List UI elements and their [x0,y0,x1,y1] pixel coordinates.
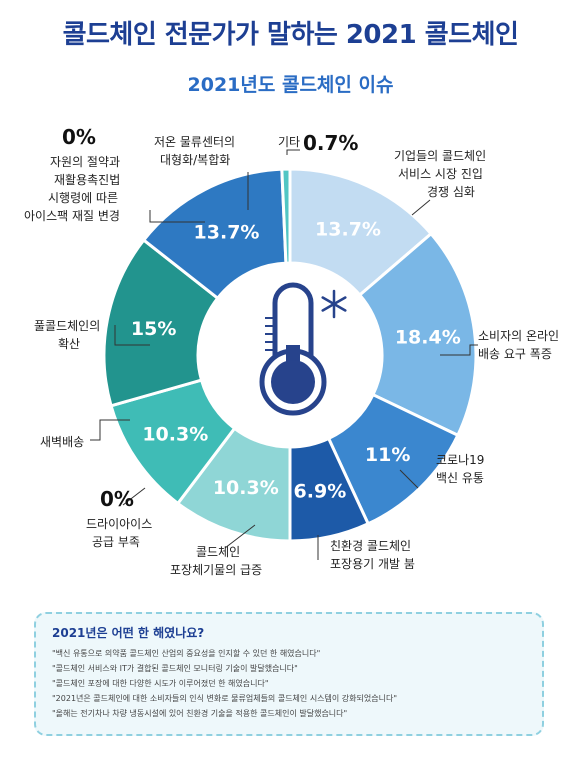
label-fullcold-1: 풀콜드체인의 [34,319,100,333]
label-etc: 기타 [278,135,300,149]
label-covid-1: 코로나19 [436,453,484,467]
donut-slice [357,231,478,438]
label-waste-2: 포장체기물의 급증 [170,563,262,577]
chart-title: 2021년도 콜드체인 이슈 [187,74,394,96]
label-etc-pct: 0.7% [303,131,358,155]
label-center-1: 저온 물류센터의 [154,135,235,149]
label-dryice-2: 공급 부족 [92,535,140,549]
donut-chart: 13.7% 18.4% 11% 6.9% 10.3% 10.3% 15% 13.7% 저온 물… [24,125,559,577]
info-item: "콜드체인 서비스와 IT가 결합된 콜드체인 모니터링 기술이 발달했습니다" [52,664,298,673]
label-dawn: 새벽배송 [40,435,84,449]
label-eco-1: 친환경 콜드체인 [330,539,411,553]
thermometer-icon [259,282,327,416]
page-title: 콜드체인 전문가가 말하는 2021 콜드체인 [62,20,519,50]
label-covid-2: 백신 유통 [436,471,484,485]
info-item: "2021년은 콜드체인에 대한 소비자들의 인식 변화로 물류업체들의 콜드체… [52,694,398,703]
donut-slice [141,167,288,301]
label-right-1: 소비자의 온라인 [478,329,559,343]
label-law-2: 재활용촉진법 [54,173,120,187]
label-top-right-1: 기업들의 콜드체인 [394,149,486,163]
label-law-3: 시행령에 따른 [48,190,118,205]
label-law-1: 자원의 절약과 [50,154,120,169]
label-dryice-1: 드라이아이스 [86,517,152,531]
snowflake-icon [321,289,347,319]
donut-slice [280,167,292,265]
info-item: "올해는 전기차나 차량 냉동시설에 있어 친환경 기술을 적용한 콜드체인이 … [52,709,348,718]
label-law-4: 아이스팩 재질 변경 [24,209,120,223]
donut-slices: 13.7% 18.4% 11% 6.9% 10.3% 10.3% 15% 13.7% [102,167,478,543]
slice-value-label: 10.3% [213,477,279,499]
label-top-right-2: 서비스 시장 진입 [398,167,483,181]
slice-value-label: 15% [131,318,176,340]
label-right-2: 배송 요구 폭증 [478,347,552,361]
slice-value-label: 13.7% [194,221,260,243]
label-fullcold-2: 확산 [58,337,80,351]
info-item: "콜드체인 포장에 대한 다양한 시도가 이루어졌던 한 해였습니다" [52,679,269,688]
label-eco-2: 포장용기 개발 붐 [330,557,415,571]
slice-value-label: 6.9% [294,481,347,503]
leader-lines [90,149,478,560]
slice-value-label: 13.7% [315,219,381,241]
donut-slice [102,237,220,408]
label-waste-1: 콜드체인 [196,545,240,559]
info-box: 2021년은 어떤 한 해였나요? "백신 유통으로 의약품 콜드체인 산업의 … [34,612,544,736]
label-law-pct: 0% [62,125,96,149]
info-title: 2021년은 어떤 한 해였나요? [52,626,205,640]
slice-value-label: 10.3% [142,423,208,445]
label-center-2: 대형화/복합화 [160,153,230,167]
slice-value-label: 18.4% [395,327,461,349]
slice-value-label: 11% [365,444,410,466]
label-dryice-pct: 0% [100,487,134,511]
info-item: "백신 유통으로 의약품 콜드체인 산업의 중요성을 인지할 수 있던 한 해였… [52,649,321,658]
label-top-right-3: 경쟁 심화 [427,185,475,199]
